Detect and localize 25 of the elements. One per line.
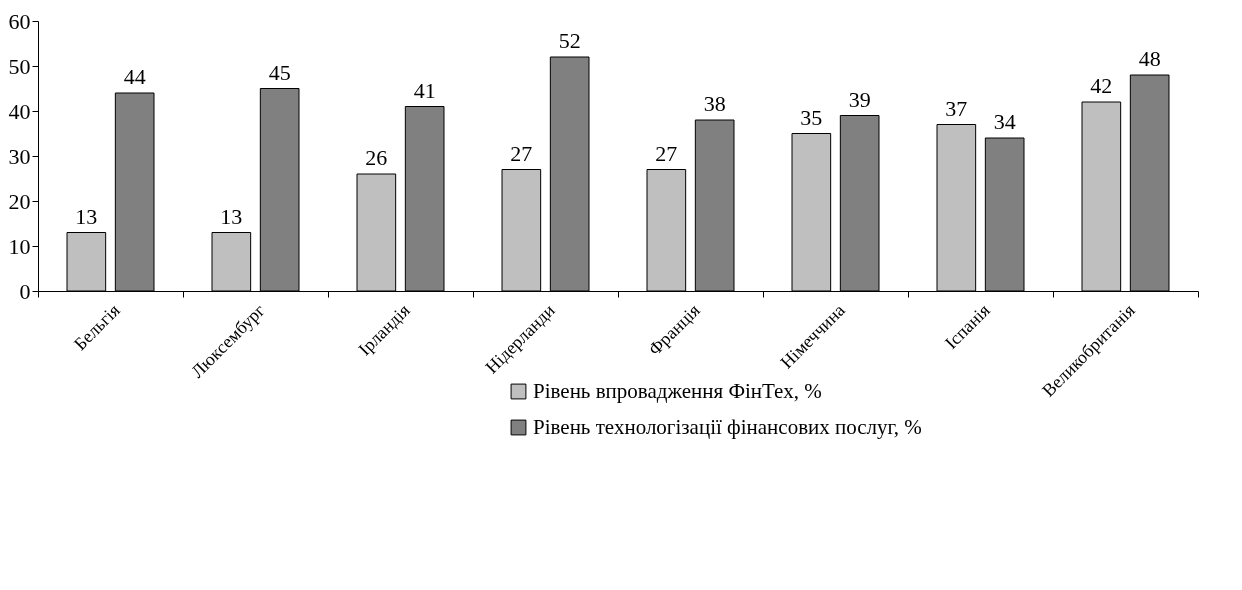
data-label: 35 <box>800 104 823 130</box>
data-label: 45 <box>268 59 291 85</box>
data-label: 41 <box>413 77 436 103</box>
data-label: 13 <box>220 203 243 229</box>
data-label: 44 <box>123 64 146 89</box>
data-label: 34 <box>993 109 1016 134</box>
data-label: 37 <box>945 95 968 121</box>
legend-label: Рівень впровадження ФінТех, % <box>533 378 822 403</box>
data-label: 48 <box>1138 46 1161 71</box>
data-label: 26 <box>365 145 388 170</box>
legend-label: Рівень технологізації фінансових послуг, % <box>533 414 922 439</box>
data-label: 42 <box>1090 73 1113 98</box>
data-label: 13 <box>75 203 98 229</box>
data-label: 39 <box>848 86 871 112</box>
y-tick-label: 30 <box>8 143 31 169</box>
data-label: 52 <box>558 28 581 53</box>
data-label: 38 <box>703 91 726 116</box>
y-tick-label: 20 <box>8 188 31 214</box>
y-tick-label: 50 <box>8 53 31 79</box>
y-tick-label: 60 <box>8 8 31 34</box>
data-label: 27 <box>510 140 533 166</box>
data-label: 27 <box>655 140 678 166</box>
y-tick-label: 0 <box>19 278 31 304</box>
y-tick-label: 10 <box>8 233 31 259</box>
y-tick-label: 40 <box>8 98 31 124</box>
